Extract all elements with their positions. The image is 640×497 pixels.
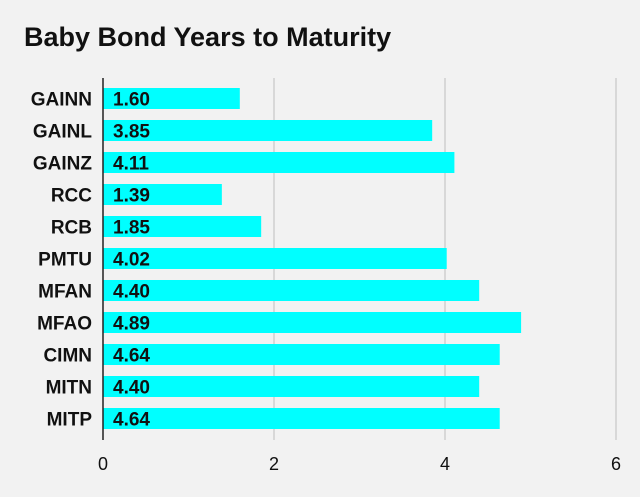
- category-label-gainz: GAINZ: [33, 154, 93, 175]
- value-label-rcc: 1.39: [113, 186, 150, 207]
- x-tick-label-6: 6: [611, 454, 621, 474]
- category-label-cimn: CIMN: [43, 346, 92, 367]
- value-label-cimn: 4.64: [113, 346, 150, 367]
- bar-rcc: [103, 184, 222, 205]
- value-label-rcb: 1.85: [113, 218, 150, 239]
- value-label-gainz: 4.11: [113, 154, 149, 175]
- bar-cimn: [103, 344, 500, 365]
- bar-mfao: [103, 312, 522, 333]
- bars: [103, 88, 522, 429]
- category-label-gainl: GAINL: [33, 122, 93, 143]
- value-labels: 1.60 3.85 4.11 1.39 1.85 4.02 4.40 4.89 4.64 4.40…: [113, 90, 150, 431]
- bar-mitn: [103, 376, 480, 397]
- value-label-mfao: 4.89: [113, 314, 150, 335]
- bar-gainn: [103, 88, 240, 109]
- bar-mitp: [103, 408, 500, 429]
- value-label-pmtu: 4.02: [113, 250, 150, 271]
- category-label-rcb: RCB: [51, 218, 92, 239]
- category-label-mitp: MITP: [47, 410, 93, 431]
- x-tick-label-2: 2: [269, 454, 279, 474]
- category-labels: GAINN GAINL GAINZ RCC RCB PMTU MFAN MFAO CIMN MIT…: [31, 90, 93, 431]
- value-label-gainn: 1.60: [113, 90, 150, 111]
- category-label-mfan: MFAN: [38, 282, 92, 303]
- category-label-mitn: MITN: [46, 378, 92, 399]
- category-label-pmtu: PMTU: [38, 250, 92, 271]
- x-tick-label-4: 4: [440, 454, 450, 474]
- value-label-mitp: 4.64: [113, 410, 150, 431]
- category-label-gainn: GAINN: [31, 90, 92, 111]
- bar-pmtu: [103, 248, 447, 269]
- bar-gainl: [103, 120, 433, 141]
- category-label-mfao: MFAO: [37, 314, 92, 335]
- x-tick-label-0: 0: [98, 454, 108, 474]
- value-label-gainl: 3.85: [113, 122, 150, 143]
- bar-gainz: [103, 152, 455, 173]
- value-label-mfan: 4.40: [113, 282, 150, 303]
- bar-rcb: [103, 216, 262, 237]
- category-label-rcc: RCC: [51, 186, 92, 207]
- value-label-mitn: 4.40: [113, 378, 150, 399]
- bar-mfan: [103, 280, 480, 301]
- chart-title: Baby Bond Years to Maturity: [24, 22, 392, 52]
- x-axis-ticks: 0 2 4 6: [98, 454, 621, 474]
